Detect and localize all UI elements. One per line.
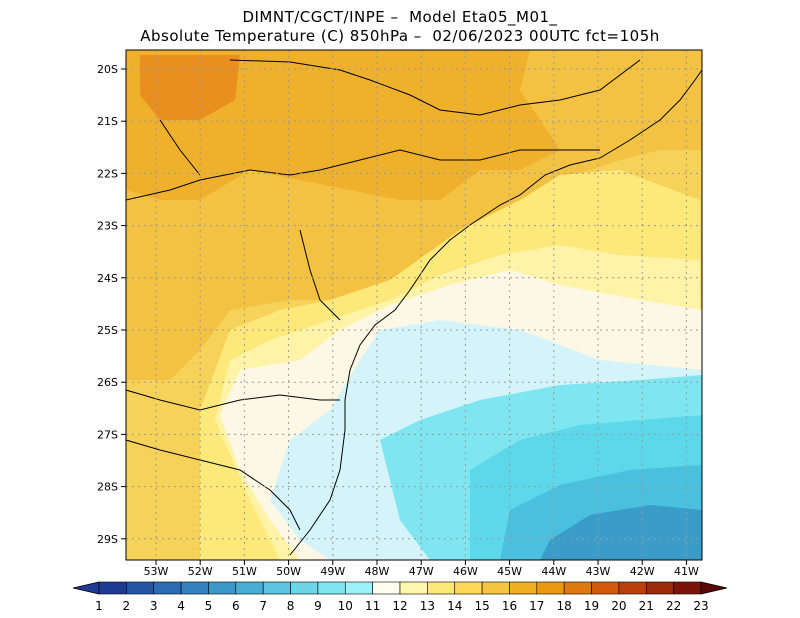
colorbar-label: 18 — [557, 599, 572, 613]
lon-label: 43W — [586, 565, 611, 578]
map-title-line1: DIMNT/CGCT/INPE – Model Eta05_M01_ — [242, 8, 558, 26]
lat-label: 25S — [97, 324, 118, 337]
colorbar-label: 8 — [287, 599, 295, 613]
temperature-field — [126, 50, 702, 560]
colorbar-label: 23 — [693, 599, 708, 613]
lat-label: 27S — [97, 428, 118, 441]
colorbar-segment — [481, 581, 510, 595]
colorbar-segment — [591, 581, 620, 595]
contour-17-core — [140, 55, 240, 120]
colorbar-segment — [317, 581, 346, 595]
contour-6 — [540, 505, 702, 560]
lat-label: 24S — [97, 272, 118, 285]
lat-label: 20S — [97, 63, 118, 76]
lon-label: 49W — [320, 565, 345, 578]
colorbar-segment — [673, 581, 702, 595]
colorbar-segment — [262, 581, 291, 595]
lon-label: 50W — [276, 565, 301, 578]
colorbar-label: 22 — [666, 599, 681, 613]
colorbar-label: 20 — [611, 599, 626, 613]
lat-label: 23S — [97, 220, 118, 233]
colorbar-segment — [290, 581, 319, 595]
lat-label: 26S — [97, 376, 118, 389]
lon-label: 48W — [365, 565, 390, 578]
latitude-labels: 20S 21S 22S 23S 24S 25S 26S 27S 28S 29S — [97, 63, 126, 546]
lon-label: 44W — [541, 565, 566, 578]
lat-label: 29S — [97, 533, 118, 546]
colorbar-label: 13 — [420, 599, 435, 613]
colorbar-label: 5 — [205, 599, 213, 613]
longitude-labels: 53W 52W 51W 50W 49W 48W 47W 46W 45W 44W 43W 42W 41W — [144, 560, 699, 578]
lon-label: 46W — [453, 565, 478, 578]
colorbar-label: 12 — [392, 599, 407, 613]
colorbar-segment — [399, 581, 428, 595]
colorbar-label: 6 — [232, 599, 240, 613]
colorbar-segment — [645, 581, 674, 595]
colorbar-label: 15 — [474, 599, 489, 613]
lon-label: 41W — [674, 565, 699, 578]
colorbar-segment — [344, 581, 373, 595]
lon-label: 45W — [497, 565, 522, 578]
colorbar-segment — [563, 581, 592, 595]
colorbar-arrow-left — [72, 581, 100, 595]
colorbar: 1 2 3 4 5 6 7 8 9 10 11 12 13 14 15 16 17 18 19 20 21 22 23 — [72, 581, 728, 613]
colorbar-label: 10 — [338, 599, 353, 613]
lon-label: 53W — [144, 565, 169, 578]
colorbar-segment — [153, 581, 182, 595]
lon-label: 52W — [188, 565, 213, 578]
colorbar-segment — [454, 581, 483, 595]
lat-label: 22S — [97, 167, 118, 180]
colorbar-segment — [235, 581, 264, 595]
lat-label: 28S — [97, 481, 118, 494]
colorbar-label: 3 — [150, 599, 158, 613]
colorbar-segment — [208, 581, 237, 595]
colorbar-segment — [126, 581, 155, 595]
colorbar-label: 1 — [95, 599, 103, 613]
colorbar-label: 2 — [123, 599, 131, 613]
lon-label: 51W — [232, 565, 257, 578]
colorbar-arrow-right — [700, 581, 728, 595]
lon-label: 42W — [630, 565, 655, 578]
coastline — [125, 59, 703, 556]
colorbar-label: 14 — [447, 599, 462, 613]
colorbar-label: 19 — [584, 599, 599, 613]
map-title-line2: Absolute Temperature (C) 850hPa – 02/06/… — [140, 27, 660, 45]
colorbar-segment — [618, 581, 647, 595]
colorbar-segment — [98, 581, 127, 595]
colorbar-segment — [427, 581, 456, 595]
colorbar-segment — [372, 581, 401, 595]
lon-label: 47W — [409, 565, 434, 578]
colorbar-label: 11 — [365, 599, 380, 613]
colorbar-segment — [509, 581, 538, 595]
colorbar-label: 16 — [502, 599, 517, 613]
map-frame — [125, 49, 703, 561]
graticule — [126, 50, 702, 560]
colorbar-label: 9 — [314, 599, 322, 613]
colorbar-segment — [180, 581, 209, 595]
colorbar-label: 7 — [259, 599, 267, 613]
colorbar-label: 4 — [177, 599, 185, 613]
colorbar-label: 21 — [639, 599, 654, 613]
colorbar-label: 17 — [529, 599, 544, 613]
colorbar-segment — [536, 581, 565, 595]
lat-label: 21S — [97, 115, 118, 128]
